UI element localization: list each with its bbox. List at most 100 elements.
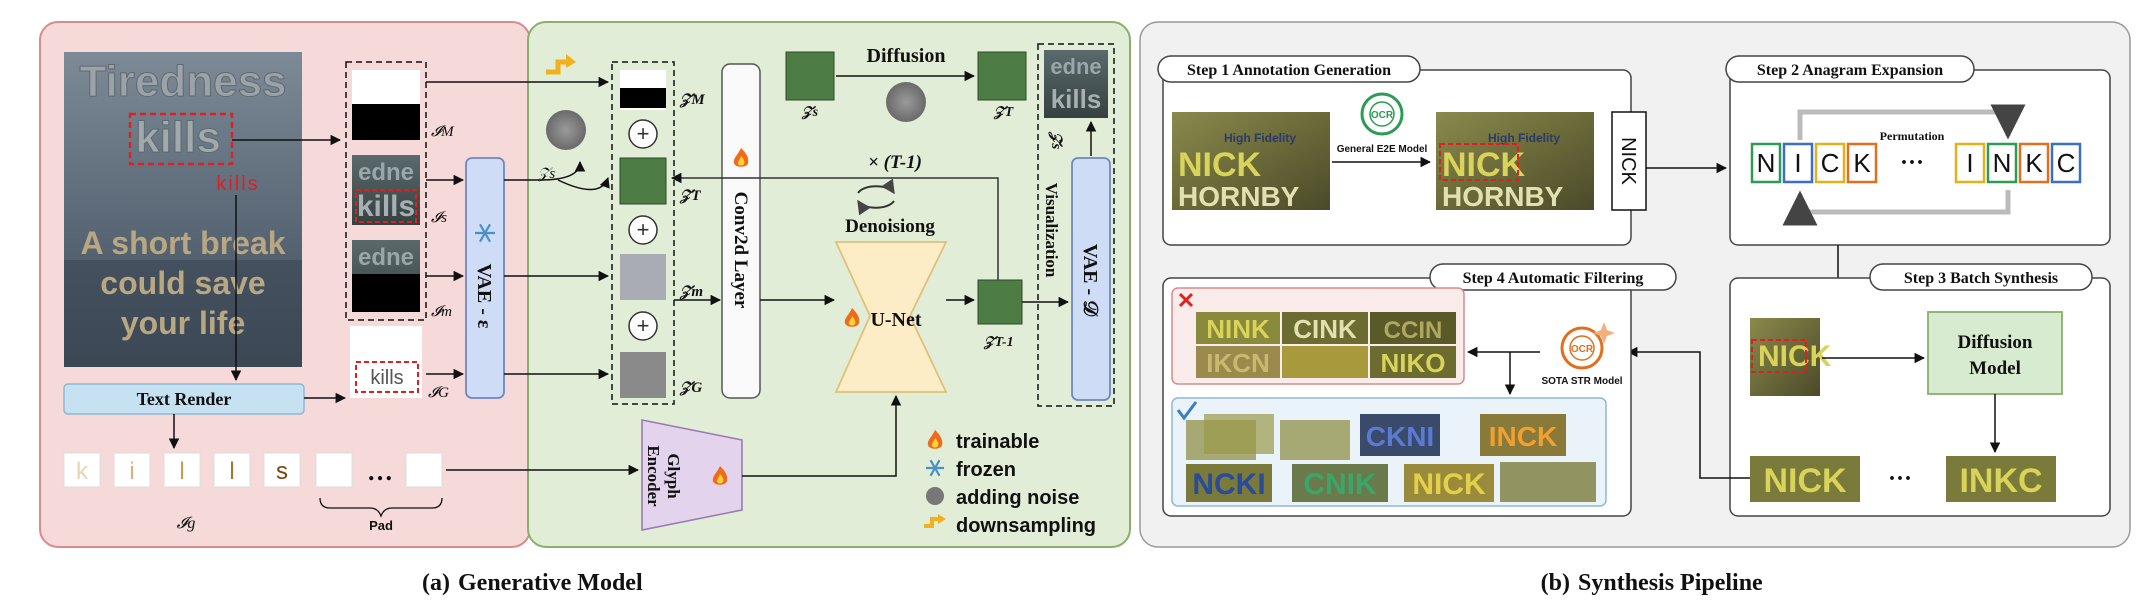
ocr-e2e-text: OCR	[1371, 110, 1394, 121]
batch-word-2: INKC	[1959, 462, 2042, 500]
glyph-ellipsis: …	[367, 457, 393, 486]
accepted-word-4: CKNI	[1366, 421, 1434, 452]
step2-title: Step 2 Anagram Expansion	[1757, 62, 1943, 79]
caption-a: Generative Model	[458, 570, 643, 596]
nick-label: NICK	[1617, 137, 1639, 185]
caption-a-letter: (a)	[422, 570, 450, 596]
zt-latent	[619, 157, 667, 205]
unet-block	[834, 241, 948, 393]
flame-icon	[733, 148, 749, 167]
visualization-label: Visualization	[1042, 183, 1061, 278]
accepted-word-2: CNIK	[1303, 468, 1377, 501]
batch-output-2: INKC	[1946, 456, 2056, 502]
unet-label: U-Net	[870, 309, 921, 331]
glyph-char-4: l	[229, 458, 234, 485]
anagram-2-char-3: K	[2025, 148, 2043, 178]
permutation-label: Permutation	[1880, 129, 1945, 143]
anagram-original: N I C K	[1750, 142, 1878, 184]
iG-label: 𝓘G	[428, 385, 449, 401]
rejected-word-1: NINK	[1206, 314, 1270, 344]
zm-label: 𝒵M	[679, 92, 705, 108]
step3-sign-word: NICK	[1758, 340, 1832, 373]
rendered-glyph-image	[350, 326, 422, 398]
encoder-flame-icon	[712, 466, 728, 485]
ocr-str-icon: OCR	[1560, 322, 1615, 370]
plus-icon-3: +	[628, 311, 658, 341]
sign-word-1: NICK	[1178, 146, 1262, 184]
arrow-batch-to-filter	[1626, 346, 1750, 479]
poster-line-3: A short break	[80, 225, 285, 261]
zs-top-label: 𝒵s	[801, 105, 819, 120]
latent-group	[611, 61, 675, 405]
text-render-label: Text Render	[137, 389, 232, 409]
zg-label: 𝒵G	[679, 380, 702, 396]
anagram-1-char-1: N	[1757, 148, 1776, 178]
legend-frozen: frozen	[956, 459, 1016, 481]
source-crop: edne kills	[352, 155, 420, 225]
pad-label: Pad	[369, 518, 393, 533]
poster-line-4: could save	[100, 265, 265, 301]
conv2d-block	[721, 63, 761, 399]
caption-b: Synthesis Pipeline	[1578, 570, 1763, 596]
glyph-encoder-block	[641, 419, 743, 531]
denoise-label: Denoisiong	[845, 216, 935, 237]
legend-downsampling: downsampling	[956, 515, 1096, 537]
im-label: 𝓘M	[431, 124, 455, 140]
step1-title-pill	[1157, 55, 1421, 83]
sign-small-text: High Fidelity	[1224, 131, 1296, 145]
permutation-arrow-bottom	[1782, 190, 2011, 226]
vae-decoder-label: VAE - 𝒟	[1079, 244, 1101, 317]
annotated-small-text: High Fidelity	[1488, 131, 1560, 145]
e2e-model-label: General E2E Model	[1337, 144, 1428, 155]
source-crop-text-1: edne	[358, 159, 414, 186]
rendered-glyph-box	[355, 361, 419, 393]
rejected-word-5: NIKO	[1381, 348, 1446, 378]
downsample-icon	[546, 54, 576, 75]
zs-top-latent	[785, 51, 835, 101]
pad-brace	[319, 497, 443, 518]
arrow-encoder-to-unet	[742, 394, 902, 477]
zt-top-label: 𝒵T	[993, 105, 1015, 120]
diffusion-region	[527, 21, 1131, 548]
glyph-encoder-label-2: Encoder	[644, 445, 663, 507]
permutation-arrow-top	[1797, 104, 2026, 140]
zmm-label: 𝒵m	[679, 284, 703, 300]
nick-label-box	[1611, 111, 1647, 211]
anagram-2-char-2: N	[1993, 148, 2012, 178]
vis-text-1: edne	[1050, 54, 1101, 79]
vae-encoder-label: VAE - ε	[473, 264, 495, 329]
arrow-zs-to-zt	[557, 177, 610, 191]
zt-top-latent	[977, 51, 1027, 101]
target-word-label: kills	[216, 173, 259, 195]
arrow-zs-to-noise	[539, 160, 586, 181]
source-crop-text-2: kills	[357, 190, 415, 223]
step1-sign-image: High Fidelity NICK HORNBY	[1172, 112, 1330, 212]
zt-label: 𝒵T	[679, 188, 701, 204]
vae-decoder-block	[1071, 157, 1111, 401]
rejected-samples: NINK CINK CCIN IKCN NIKO	[1196, 312, 1456, 378]
glyph-char-2: i	[129, 458, 134, 485]
batch-output-1: NICK	[1750, 456, 1860, 502]
glyph-char-1: k	[76, 458, 89, 485]
masked-crop: edne	[352, 240, 420, 312]
svg-text:+: +	[637, 217, 650, 242]
svg-text:+: +	[637, 121, 650, 146]
zg-latent	[620, 352, 666, 398]
image-conditions-group	[345, 61, 427, 321]
str-model-label: SOTA STR Model	[1541, 376, 1622, 387]
target-word-box	[128, 112, 234, 166]
legend-flame-icon	[927, 430, 943, 449]
accept-icon	[1176, 401, 1198, 421]
poster-line-5: your life	[121, 305, 245, 341]
step1-title: Step 1 Annotation Generation	[1187, 62, 1391, 79]
masked-crop-text: edne	[358, 244, 414, 271]
batch-ellipsis: ···	[1888, 466, 1912, 492]
accepted-samples: NCKI CNIK CKNI NICK INCK	[1186, 414, 1596, 502]
visualization-group	[1037, 43, 1115, 407]
noise-dot-icon	[546, 110, 586, 150]
ocr-e2e-icon: OCR	[1360, 92, 1404, 136]
legend-noise-icon	[926, 487, 944, 505]
mask-black	[352, 104, 420, 140]
arrow-loop-back	[670, 172, 999, 280]
rendered-glyph-word: kills	[370, 367, 403, 389]
